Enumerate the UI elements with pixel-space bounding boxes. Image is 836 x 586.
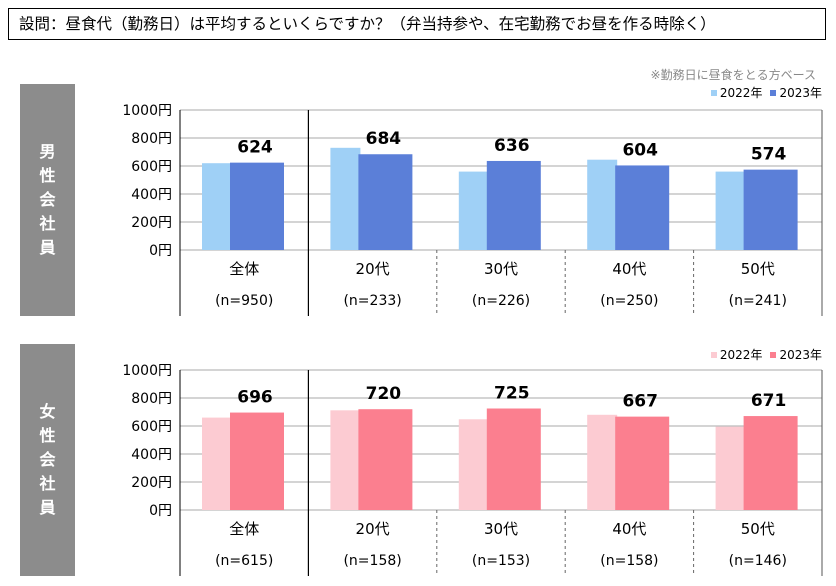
side-label-female: 女 性 会 社 員 [20,344,75,576]
category-label: 50代 [741,520,775,538]
legend-item-male-2023: 2023年 [770,84,822,101]
category-label: 20代 [356,520,390,538]
y-tick-label: 800円 [131,391,172,407]
data-label: 684 [366,129,402,149]
side-label-female-char: 社 [39,474,56,493]
bar-male-2023 [230,162,284,250]
question-text: 設問：昼食代（勤務日）は平均するといくらですか？（弁当持参や、在宅勤務でお昼を作… [19,15,716,33]
bar-female-2022 [202,417,232,510]
legend-label-female-2022: 2022年 [719,348,763,362]
category-label: 30代 [484,260,518,278]
bar-male-2023 [743,169,798,250]
y-tick-label: 800円 [131,131,172,147]
bar-male-2023 [615,165,670,250]
data-label: 667 [622,392,658,412]
y-tick-label: 400円 [131,187,172,203]
side-label-male: 男 性 会 社 員 [20,84,75,316]
legend-swatch-male-2023 [770,89,777,96]
bar-male-2022 [330,147,361,250]
bar-female-2023 [230,412,284,510]
legend-swatch-male-2022 [710,89,717,96]
side-label-male-char: 社 [39,214,56,233]
data-label: 636 [494,136,530,156]
data-label: 624 [237,138,273,158]
data-label: 671 [751,391,787,411]
category-label: 40代 [612,260,646,278]
sample-size-label: (n=153) [472,553,530,569]
bar-female-2022 [715,426,746,510]
bar-male-2023 [358,154,413,250]
category-label: 40代 [612,520,646,538]
data-label: 720 [366,384,402,404]
category-label: 50代 [741,260,775,278]
y-tick-label: 200円 [131,215,172,231]
y-tick-label: 600円 [131,419,172,435]
y-tick-label: 0円 [149,503,172,519]
legend-female: 2022年 2023年 [710,346,822,363]
bar-female-2023 [358,409,413,510]
question-box: 設問：昼食代（勤務日）は平均するといくらですか？（弁当持参や、在宅勤務でお昼を作… [8,8,826,40]
legend-item-male-2022: 2022年 [710,84,763,101]
side-label-female-char: 員 [39,498,56,517]
legend-swatch-female-2022 [710,351,717,358]
side-label-male-char: 会 [39,190,56,209]
y-tick-label: 200円 [131,475,172,491]
bar-female-2023 [743,416,798,510]
side-label-male-char: 男 [39,142,56,161]
y-tick-label: 600円 [131,159,172,175]
sample-size-label: (n=226) [472,293,530,309]
bar-male-2022 [458,171,489,250]
legend-swatch-female-2023 [770,351,777,358]
legend-item-female-2023: 2023年 [770,346,822,363]
sample-size-label: (n=158) [600,553,658,569]
data-label: 574 [751,145,787,165]
category-label: 30代 [484,520,518,538]
category-label: 20代 [356,260,390,278]
base-note: ※勤務日に昼食をとる方ベース [650,68,816,82]
legend-label-female-2023: 2023年 [779,348,822,362]
bar-male-2022 [202,163,232,250]
bar-male-2022 [587,159,618,250]
side-label-female-char: 性 [39,426,56,445]
sample-size-label: (n=233) [343,293,401,309]
bar-male-2023 [486,160,541,250]
bar-female-2022 [330,410,361,510]
y-tick-label: 1000円 [122,103,172,119]
sample-size-label: (n=615) [215,553,273,569]
side-label-female-char: 女 [39,402,56,421]
legend-label-male-2022: 2022年 [719,86,763,100]
legend-item-female-2022: 2022年 [710,346,763,363]
sample-size-label: (n=950) [215,293,273,309]
y-tick-label: 0円 [149,243,172,259]
y-tick-label: 400円 [131,447,172,463]
legend-label-male-2023: 2023年 [779,86,822,100]
data-label: 696 [237,388,273,408]
side-label-male-char: 性 [39,166,56,185]
bar-male-2022 [715,171,746,250]
category-label: 全体 [229,260,259,278]
bar-female-2022 [458,419,489,510]
category-label: 全体 [229,520,259,538]
sample-size-label: (n=158) [343,553,401,569]
side-label-male-char: 員 [39,238,56,257]
legend-male: 2022年 2023年 [710,84,822,101]
bar-female-2023 [615,416,670,510]
data-label: 725 [494,384,530,404]
y-tick-label: 1000円 [122,363,172,379]
data-label: 604 [622,140,658,160]
sample-size-label: (n=146) [729,553,787,569]
side-label-female-char: 会 [39,450,56,469]
bar-female-2023 [486,408,541,510]
bar-female-2022 [587,414,618,510]
sample-size-label: (n=241) [729,293,787,309]
sample-size-label: (n=250) [600,293,658,309]
